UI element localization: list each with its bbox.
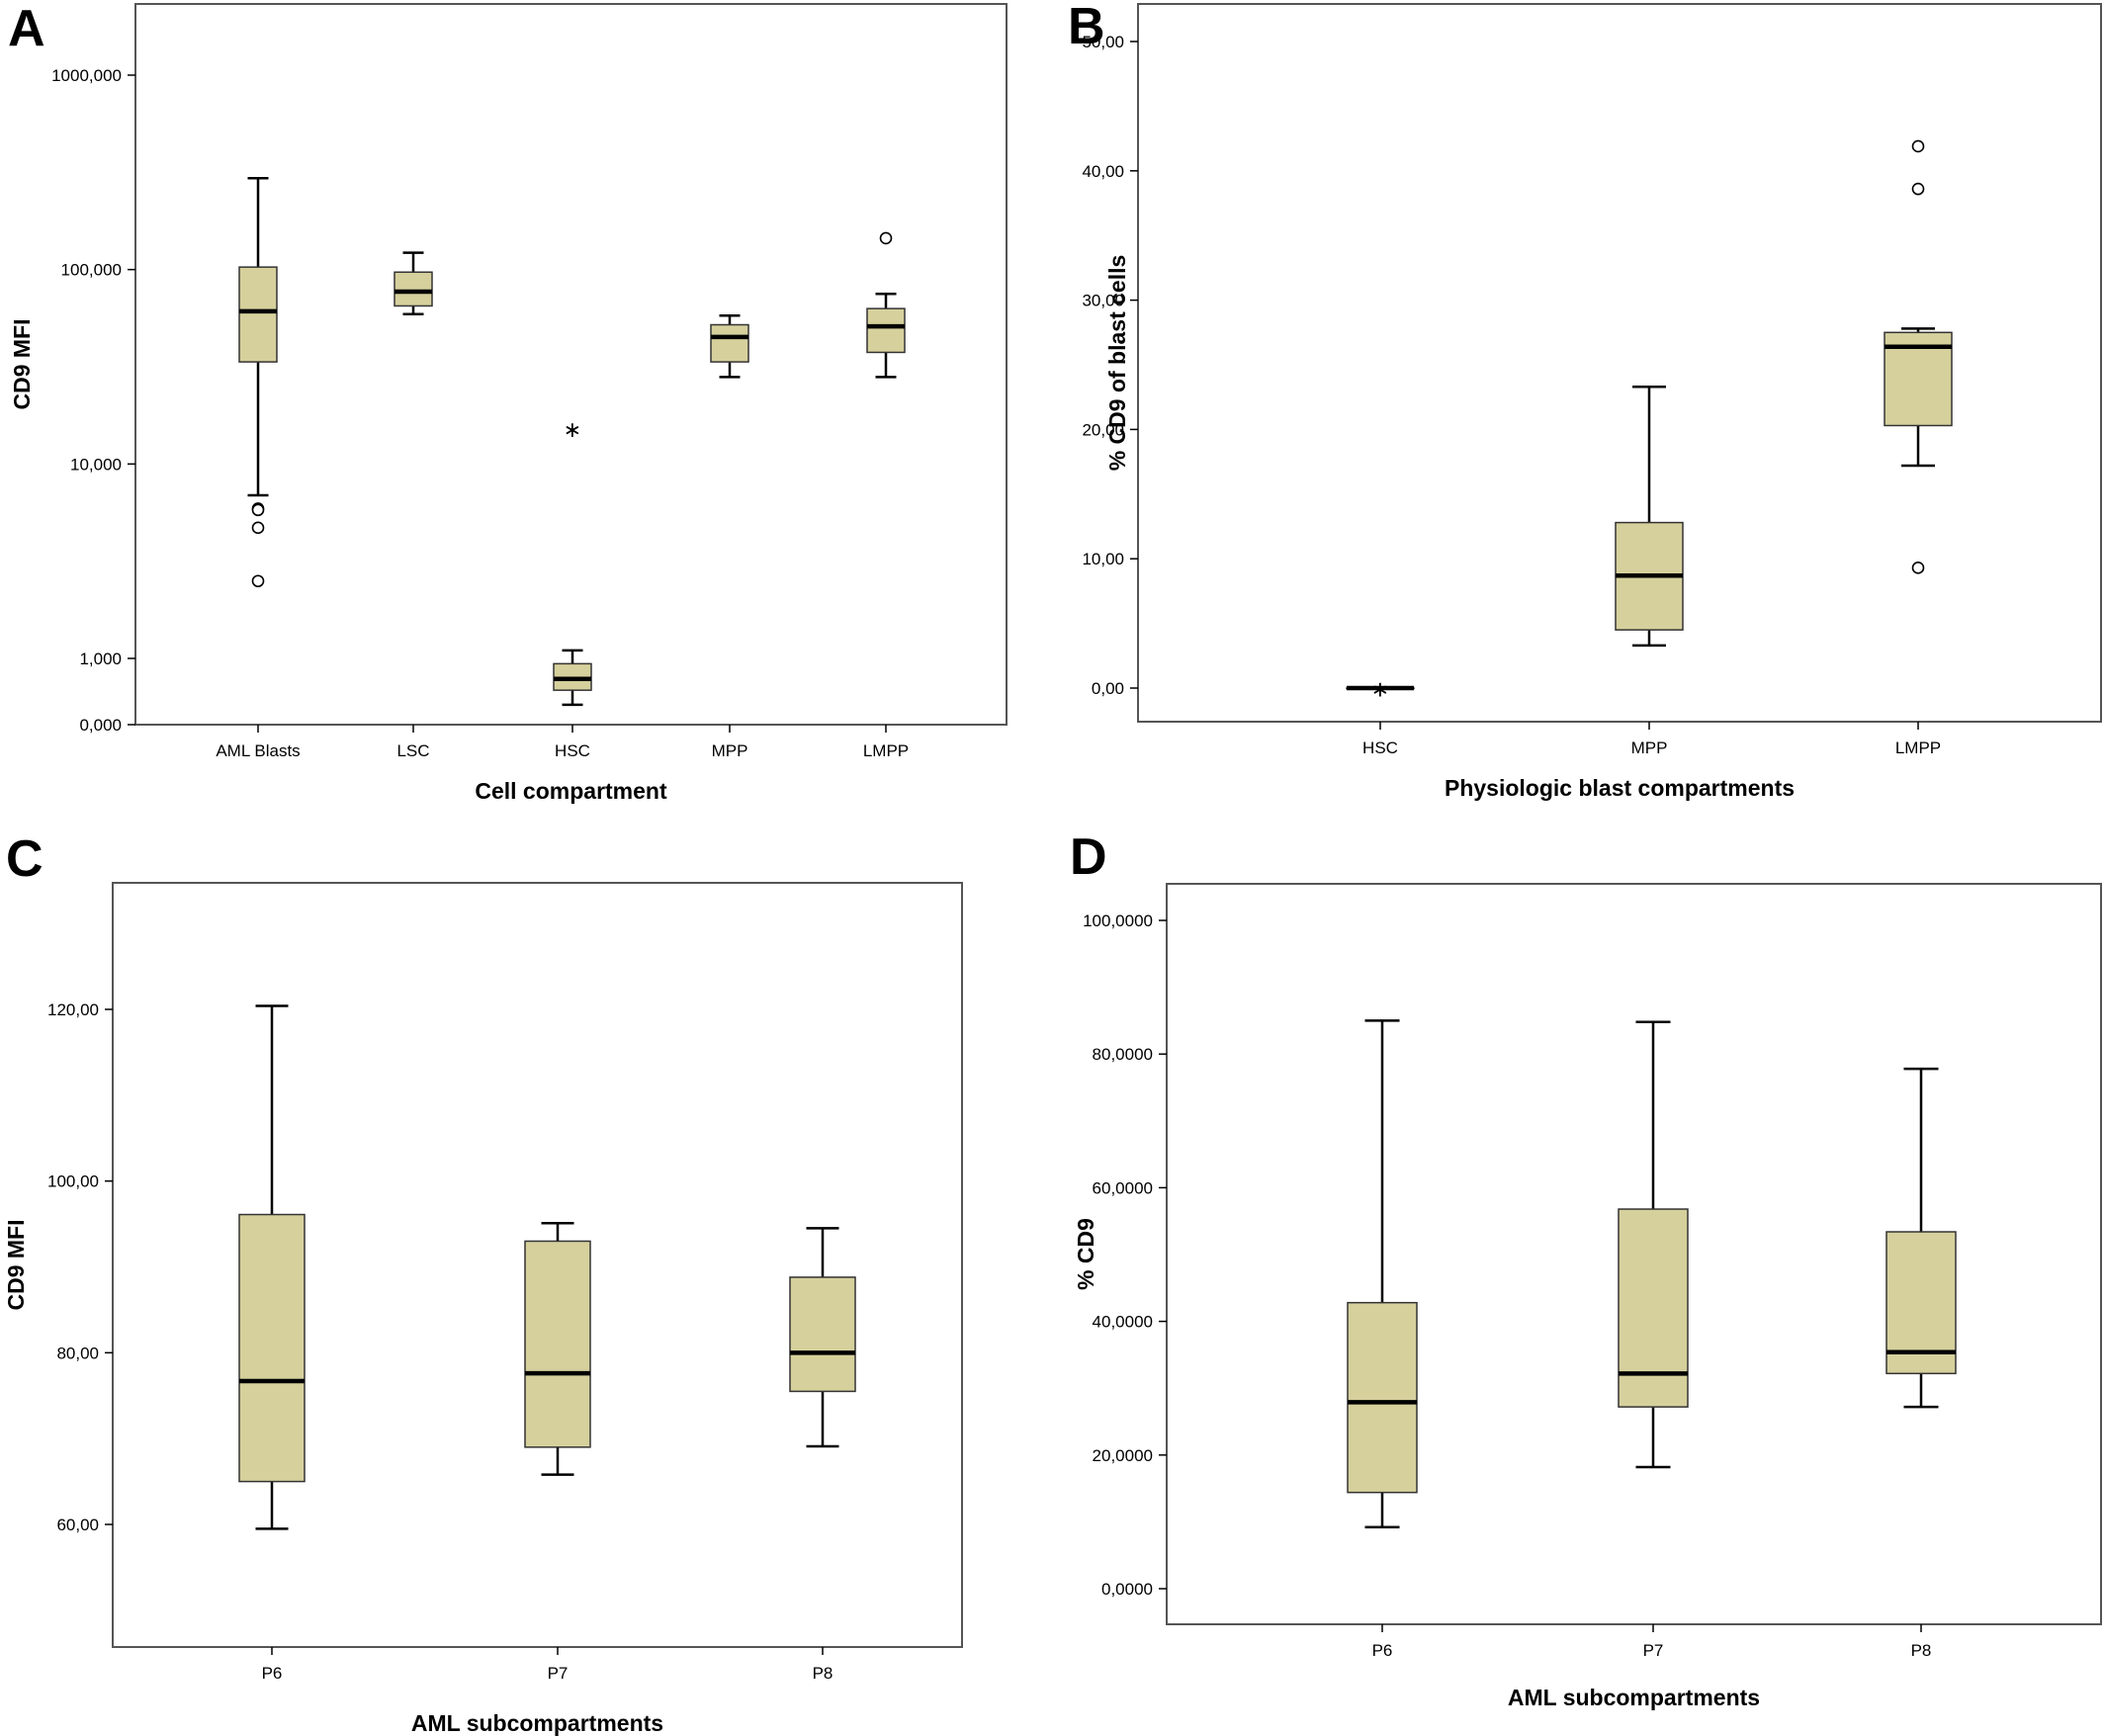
plot-frame xyxy=(134,3,1008,726)
plot-frame xyxy=(1137,3,2102,723)
box-p7 xyxy=(524,1221,591,1476)
box-p7 xyxy=(1618,1020,1689,1469)
y-tick-label: 60,0000 xyxy=(1093,1178,1153,1197)
y-tick-label: 80,00 xyxy=(56,1344,99,1362)
y-tick-label: 10,00 xyxy=(1082,550,1124,568)
box-p6 xyxy=(238,1004,306,1530)
box-hsc: ∗ xyxy=(1346,678,1415,703)
iqr-box xyxy=(1347,1301,1418,1494)
box-lsc xyxy=(394,251,433,315)
box-aml-blasts xyxy=(238,177,278,588)
y-tick-label: 0,00 xyxy=(1092,679,1124,698)
plots-layer: A 0,000 1,000 10,000 100,000 1000,000 AML Blas… xyxy=(3,0,2102,1736)
iqr-box xyxy=(238,266,278,363)
y-tick-label: 0,000 xyxy=(79,716,122,735)
box-lmpp xyxy=(866,231,906,379)
panel-letter-C: C xyxy=(6,830,44,888)
panel-letter-B: B xyxy=(1068,0,1105,55)
y-tick-label: 120,00 xyxy=(47,1000,99,1019)
panel-A: A 0,000 1,000 10,000 100,000 1000,000 AML Blas… xyxy=(8,0,1008,804)
outlier-point xyxy=(1911,139,1925,153)
y-tick-label: 0,0000 xyxy=(1101,1580,1153,1599)
y-tick-label: 100,000 xyxy=(61,261,122,280)
box-hsc: ∗ xyxy=(553,418,592,707)
x-axis-title: Cell compartment xyxy=(475,778,667,804)
box-p8 xyxy=(1885,1067,1957,1409)
y-tick-label: 40,00 xyxy=(1082,162,1124,181)
y-tick-label: 100,0000 xyxy=(1083,911,1153,930)
x-tick-label: P7 xyxy=(548,1664,569,1683)
iqr-box xyxy=(1618,1208,1689,1408)
outlier-point xyxy=(251,574,265,588)
x-tick-label: P7 xyxy=(1643,1641,1664,1660)
y-tick-label: 80,0000 xyxy=(1093,1045,1153,1064)
y-tick-label: 60,00 xyxy=(56,1516,99,1534)
x-tick-label: P8 xyxy=(813,1664,833,1683)
outlier-point xyxy=(251,521,265,535)
y-axis-title: % CD9 of blast cells xyxy=(1104,255,1130,472)
x-tick-label: HSC xyxy=(1362,738,1398,757)
y-tick-label: 10,000 xyxy=(70,455,122,474)
box-lmpp xyxy=(1884,139,1953,574)
y-tick-label: 30,00 xyxy=(1082,292,1124,310)
y-tick-label: 50,00 xyxy=(1082,33,1124,51)
box-mpp xyxy=(710,313,749,379)
iqr-box xyxy=(238,1213,306,1483)
panel-letter-A: A xyxy=(8,0,45,57)
outlier-point xyxy=(1911,562,1925,574)
y-axis-title: % CD9 xyxy=(1073,1218,1098,1290)
plot-frame xyxy=(112,882,963,1648)
x-tick-label: HSC xyxy=(555,741,590,760)
outlier-point xyxy=(251,503,265,517)
extreme-point: ∗ xyxy=(1371,678,1389,703)
x-axis-title: AML subcompartments xyxy=(411,1710,663,1736)
iqr-box xyxy=(394,271,433,307)
panel-D: D 0,0000 20,0000 40,0000 60,0000 80,0000 100,0… xyxy=(1070,828,2102,1710)
panel-B: B 0,00 10,00 20,00 30,00 40,00 50,00 HSC MPP LMPP… xyxy=(1068,0,2102,801)
y-tick-label: 20,0000 xyxy=(1093,1446,1153,1465)
outlier-point xyxy=(1911,182,1925,196)
y-tick-label: 20,00 xyxy=(1082,420,1124,439)
iqr-box xyxy=(524,1240,591,1448)
iqr-box xyxy=(789,1276,856,1393)
x-tick-label: MPP xyxy=(1631,738,1668,757)
x-tick-label: MPP xyxy=(712,741,748,760)
y-tick-label: 100,00 xyxy=(47,1172,99,1191)
y-tick-label: 1000,000 xyxy=(51,66,122,85)
panel-C: C 60,00 80,00 100,00 120,00 P6 P7 P8 AML subcomp… xyxy=(3,830,963,1736)
plot-frame xyxy=(1166,883,2102,1625)
y-axis-title: CD9 MFI xyxy=(9,319,35,410)
x-axis-title: AML subcompartments xyxy=(1508,1685,1760,1710)
outlier-point xyxy=(879,231,893,245)
y-tick-label: 1,000 xyxy=(79,650,122,668)
panel-letter-D: D xyxy=(1070,828,1107,886)
x-tick-label: LMPP xyxy=(1895,738,1941,757)
x-tick-label: P6 xyxy=(262,1664,283,1683)
box-mpp xyxy=(1615,385,1684,648)
extreme-point: ∗ xyxy=(564,418,581,443)
x-tick-label: P8 xyxy=(1911,1641,1932,1660)
y-tick-label: 40,0000 xyxy=(1093,1313,1153,1332)
y-axis-title: CD9 MFI xyxy=(3,1220,29,1311)
x-tick-label: AML Blasts xyxy=(216,741,300,760)
x-tick-label: LSC xyxy=(396,741,429,760)
iqr-box xyxy=(1885,1231,1957,1375)
box-p8 xyxy=(789,1227,856,1448)
iqr-box xyxy=(866,307,906,354)
x-axis-title: Physiologic blast compartments xyxy=(1445,775,1795,801)
x-tick-label: P6 xyxy=(1372,1641,1393,1660)
box-p6 xyxy=(1347,1019,1418,1529)
iqr-box xyxy=(710,323,749,363)
x-tick-label: LMPP xyxy=(863,741,909,760)
